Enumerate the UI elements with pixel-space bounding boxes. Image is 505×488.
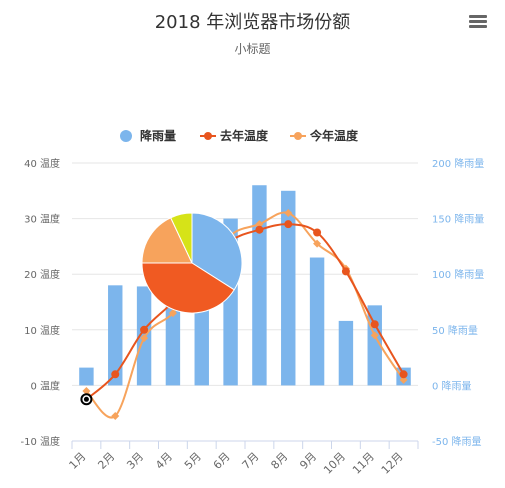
y-right-tick-label: 200 降雨量 [432,157,484,170]
x-tick-label: 5月 [182,450,204,472]
this-year-point[interactable] [111,411,120,420]
this-year-point[interactable] [255,220,264,229]
legend-label[interactable]: 去年温度 [220,128,269,143]
last-year-point[interactable] [399,370,408,379]
x-tick-label: 3月 [124,450,146,472]
y-right-tick-label: 150 降雨量 [432,213,484,226]
this-year-point[interactable] [313,239,322,248]
last-year-point[interactable] [341,267,350,276]
x-tick-label: 2月 [95,450,117,472]
y-left-tick-label: 10 温度 [24,324,60,337]
rainfall-bar[interactable] [338,320,354,386]
x-tick-label: 7月 [240,450,262,472]
x-tick-label: 11月 [350,450,377,477]
last-year-point[interactable] [140,325,149,334]
y-right-tick-label: 0 降雨量 [432,379,472,392]
x-tick-label: 10月 [321,450,348,477]
last-year-point[interactable] [370,320,379,329]
legend-marker-symbol[interactable] [294,132,302,140]
legend-label[interactable]: 今年温度 [309,128,359,143]
y-right-tick-label: 100 降雨量 [432,268,484,281]
menu-bar [469,20,487,23]
x-tick-label: 4月 [153,450,175,472]
rainfall-bar[interactable] [79,367,94,386]
pie-slice[interactable] [141,262,235,314]
y-right-tick-label: -50 降雨量 [432,435,482,448]
this-year-point[interactable] [82,386,91,395]
x-tick-label: 12月 [379,450,406,477]
y-left-tick-label: -10 温度 [20,435,60,448]
pie-slice[interactable] [141,217,193,264]
hamburger-menu-icon[interactable] [466,12,490,34]
y-left-tick-label: 30 温度 [24,213,60,226]
rainfall-bar[interactable] [281,190,296,386]
this-year-point[interactable] [370,331,379,340]
y-left-tick-label: 0 温度 [30,379,60,392]
last-year-point-selected-dot [83,396,89,402]
this-year-point[interactable] [284,209,293,218]
legend-label[interactable]: 降雨量 [140,128,176,143]
rainfall-bar[interactable] [194,300,209,386]
this-year-line [85,211,405,419]
pie-slice[interactable] [170,212,193,264]
legend-marker-symbol[interactable] [204,132,212,140]
chart-title: 2018 年浏览器市场份额 [154,12,351,33]
x-tick-label: 8月 [268,450,290,472]
y-right-tick-label: 50 降雨量 [432,324,478,337]
this-year-point[interactable] [168,309,177,318]
chart-subtitle: 小标题 [234,42,271,56]
y-left-tick-label: 40 温度 [24,157,60,170]
this-year-point[interactable] [399,375,408,384]
rainfall-bar[interactable] [309,257,325,386]
last-year-point[interactable] [111,370,120,379]
x-tick-label: 1月 [67,450,89,472]
last-year-point[interactable] [255,225,264,234]
legend-symbol-rainfall[interactable] [120,130,132,142]
y-left-tick-label: 20 温度 [24,268,60,281]
x-tick-label: 6月 [211,450,233,472]
menu-bar [469,15,487,18]
rainfall-bar[interactable] [252,185,267,386]
this-year-point[interactable] [140,334,149,343]
x-tick-label: 9月 [297,450,319,472]
menu-bar [469,25,487,28]
last-year-line [85,223,405,401]
last-year-point[interactable] [284,220,293,229]
rainfall-bar[interactable] [108,285,123,386]
last-year-point[interactable] [313,228,322,237]
